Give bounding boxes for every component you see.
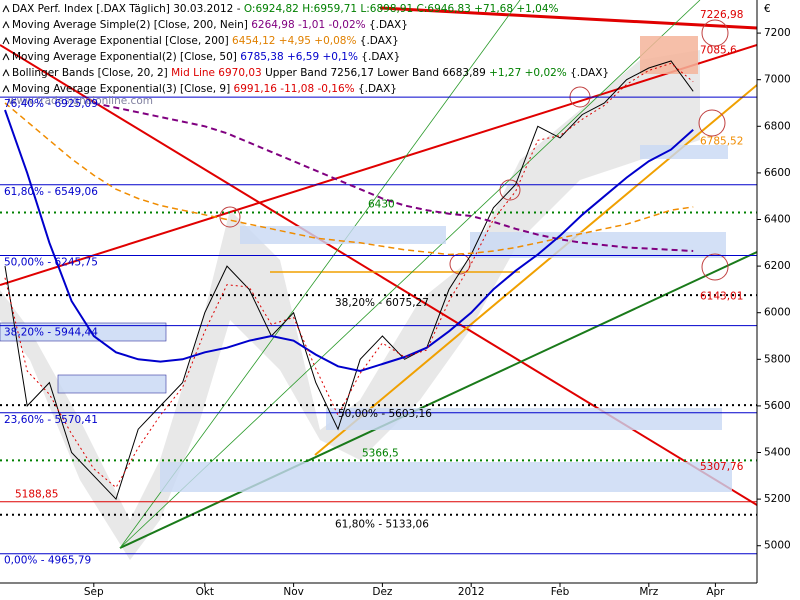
legend-text: O:6924,82 H:6959,71 L:6898,91 C:6946,83 … [244,3,559,15]
x-tick-label: Apr [706,586,725,598]
legend-icon [2,68,10,77]
legend-text: +1,27 +0,02% [489,67,570,79]
legend-icon [2,36,10,45]
x-tick-label: 2012 [458,586,485,598]
legend-text: Upper Band 7256,17 Lower Band 6683,89 [265,67,489,79]
fan-line [119,0,521,549]
legend-text: 6991,16 -11,08 -0,16% [234,83,358,95]
legend-text: Moving Average Exponential [Close, 200] [12,35,232,47]
y-tick-label: 6000 [764,307,791,319]
zone-box [326,408,722,430]
legend-icon [2,20,10,29]
level-label: 61,80% - 5133,06 [335,519,429,531]
level-label: 0,00% - 4965,79 [4,555,91,567]
trend-line [379,6,757,30]
legend-text: DAX Perf. Index [.DAX Täglich] 30.03.201… [12,3,244,15]
watermark: www.tradesignalonline.com [8,95,153,107]
zone-box [240,226,446,244]
level-label: 7226,98 [700,9,743,21]
legend-text: {.DAX} [369,19,408,31]
legend-text: {.DAX} [361,51,400,63]
legend-entry: Moving Average Exponential [Close, 200] … [12,35,399,47]
level-label: 5307,76 [700,461,744,473]
marker-circle [219,206,241,228]
legend-text: Mid Line 6970,03 [171,67,265,79]
marker-circle [701,19,729,47]
series-line [4,109,694,373]
level-label: 50,00% - 5603,16 [338,408,432,420]
marker-circle [701,253,729,281]
level-label: 38,20% - 5944,44 [4,327,98,339]
legend-icon [2,84,10,93]
y-tick-label: 6600 [764,167,791,179]
level-label: 6143,01 [700,290,743,302]
y-tick-label: 5600 [764,400,791,412]
zone-box [57,374,167,394]
level-label: 7085,6 [700,45,737,57]
level-label: 38,20% - 6075,27 [335,297,429,309]
x-tick-label: Okt [196,586,214,598]
level-label: 50,00% - 6245,75 [4,256,98,268]
level-label: 76,40% - 6925,09 [4,98,98,110]
level-label: 6785,52 [700,136,743,148]
y-tick-label: 7000 [764,74,791,86]
y-tick-label: 5800 [764,353,791,365]
level-label: 23,60% - 5570,41 [4,414,98,426]
legend-entry: Moving Average Simple(2) [Close, 200, Ne… [12,19,408,31]
legend-text: {.DAX} [570,67,609,79]
y-axis-label: € [764,3,771,15]
x-tick-label: Dez [372,586,393,598]
y-tick-label: 5000 [764,540,791,552]
legend-text: 6454,12 +4,95 +0,08% [232,35,360,47]
legend-icon [2,4,10,13]
zone-box [640,145,728,159]
level-label: 5188,85 [15,489,58,501]
legend-entry: DAX Perf. Index [.DAX Täglich] 30.03.201… [12,3,559,15]
x-tick-label: Nov [283,586,304,598]
legend-text: Moving Average Exponential(2) [Close, 50… [12,51,240,63]
series-line [4,62,694,489]
level-label: 6430 [368,199,395,211]
zone-box [0,322,167,342]
legend-text: {.DAX} [358,83,397,95]
y-tick-label: 6400 [764,213,791,225]
legend-text: Moving Average Exponential(3) [Close, 9] [12,83,234,95]
marker-circle [698,109,726,137]
marker-circle [499,179,521,201]
y-tick-label: 7200 [764,27,791,39]
x-tick-label: Sep [84,586,104,598]
legend-text: {.DAX} [360,35,399,47]
series-line [93,102,694,252]
legend-text: Moving Average Simple(2) [Close, 200, Ne… [12,19,251,31]
x-tick-label: Mrz [639,586,658,598]
level-label: 61,80% - 6549,06 [4,186,98,198]
y-tick-label: 5200 [764,493,791,505]
plot-area [0,0,757,560]
y-tick-label: 5400 [764,447,791,459]
y-tick-label: 6200 [764,260,791,272]
trend-line [0,44,757,286]
y-tick-label: 6800 [764,120,791,132]
zone-box [470,232,726,258]
level-label: 5366,5 [362,447,399,459]
legend-text: Bollinger Bands [Close, 20, 2] [12,67,171,79]
series-line [4,102,694,256]
legend-icon [2,52,10,61]
bollinger-band-area [0,50,700,560]
legend-entry: Bollinger Bands [Close, 20, 2] Mid Line … [12,67,609,79]
legend-text: 6264,98 -1,01 -0,02% [251,19,369,31]
legend-entry: Moving Average Exponential(3) [Close, 9]… [12,83,397,95]
legend-text: 6785,38 +6,59 +0,1% [240,51,361,63]
zone-box [160,462,732,492]
trend-line [119,251,757,549]
x-tick-label: Feb [551,586,570,598]
fan-line [119,0,701,549]
legend-entry: Moving Average Exponential(2) [Close, 50… [12,51,400,63]
